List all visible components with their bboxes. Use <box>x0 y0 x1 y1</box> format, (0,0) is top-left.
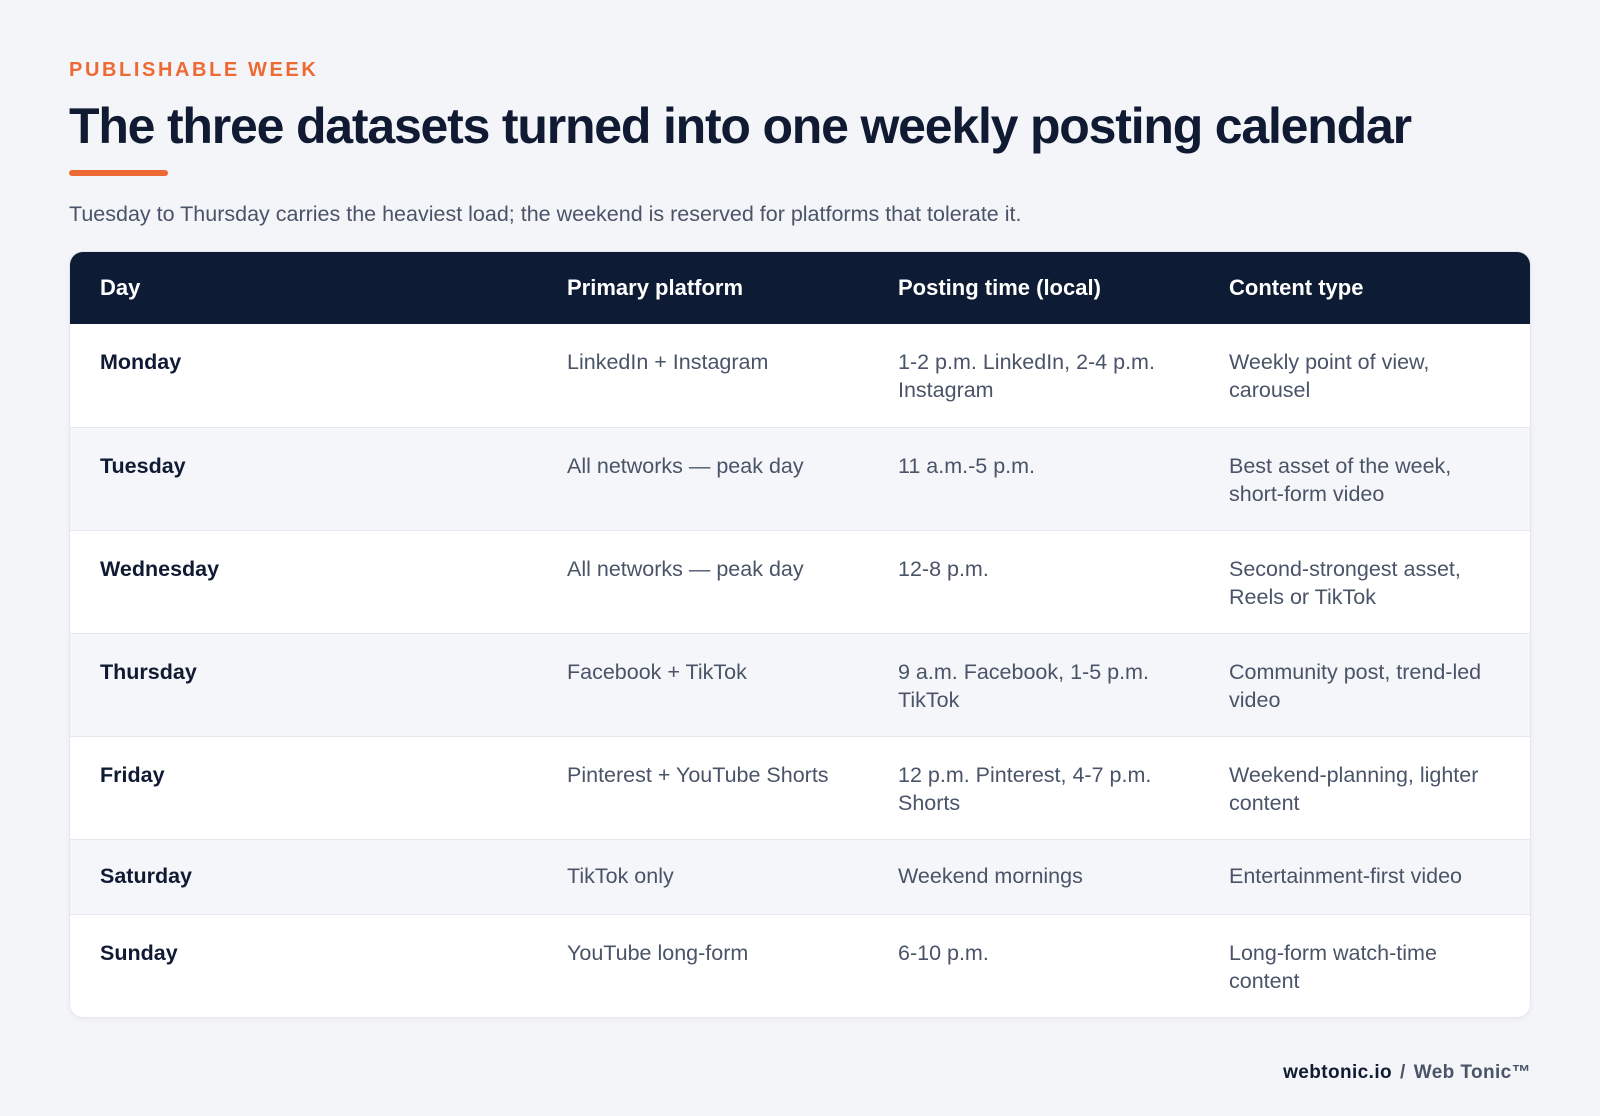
column-header-day: Day <box>100 275 141 300</box>
footer-site: webtonic.io <box>1283 1062 1393 1083</box>
table-body: Monday LinkedIn + Instagram 1-2 p.m. Lin… <box>70 324 1530 1017</box>
content-cell: Second-strongest asset, Reels or TikTok <box>1199 529 1530 633</box>
day-cell: Monday <box>100 350 182 374</box>
day-cell: Saturday <box>70 838 537 914</box>
table-row: Thursday Facebook + TikTok 9 a.m. Facebo… <box>70 632 1530 736</box>
time-cell: 12-8 p.m. <box>868 529 1199 633</box>
footer-brand: Web Tonic™ <box>1413 1062 1531 1083</box>
content-cell: Community post, trend-led video <box>1199 632 1530 736</box>
column-header-platform: Primary platform <box>567 275 744 300</box>
table-row: Saturday TikTok only Weekend mornings En… <box>70 838 1530 914</box>
column-header-time: Posting time (local) <box>898 275 1101 300</box>
day-cell: Friday <box>70 735 537 839</box>
accent-divider <box>69 170 168 176</box>
header-row: Day Primary platform Posting time (local… <box>70 252 1530 324</box>
page: PUBLISHABLE WEEK The three datasets turn… <box>69 58 1531 1018</box>
table-header: Day Primary platform Posting time (local… <box>70 252 1530 324</box>
day-cell: Thursday <box>70 632 537 736</box>
platform-cell: YouTube long-form <box>537 913 868 1017</box>
day-cell: Tuesday <box>70 426 537 530</box>
time-cell: 12 p.m. Pinterest, 4-7 p.m. Shorts <box>868 735 1199 839</box>
platform-cell: Pinterest + YouTube Shorts <box>537 735 868 839</box>
page-title: The three datasets turned into one weekl… <box>69 98 1412 154</box>
table-row: Wednesday All networks — peak day 12-8 p… <box>70 529 1530 633</box>
posting-calendar-table: Day Primary platform Posting time (local… <box>70 252 1530 1017</box>
column-header-content: Content type <box>1229 275 1364 300</box>
platform-cell: LinkedIn + Instagram <box>567 350 769 374</box>
eyebrow-label: PUBLISHABLE WEEK <box>69 59 319 81</box>
time-cell: 6-10 p.m. <box>868 913 1199 1017</box>
platform-cell: TikTok only <box>537 838 868 914</box>
time-cell: Weekend mornings <box>868 838 1199 914</box>
footer-separator: / <box>1400 1062 1406 1083</box>
content-cell: Weekend-planning, lighter content <box>1199 735 1530 839</box>
table-row: Tuesday All networks — peak day 11 a.m.-… <box>70 426 1530 530</box>
time-cell: 11 a.m.-5 p.m. <box>868 426 1199 530</box>
table-row: Sunday YouTube long-form 6-10 p.m. Long-… <box>70 913 1530 1017</box>
content-cell: Best asset of the week, short-form video <box>1199 426 1530 530</box>
platform-cell: Facebook + TikTok <box>537 632 868 736</box>
content-cell: Long-form watch-time content <box>1199 913 1530 1017</box>
footer-credit: webtonic.io / Web Tonic™ <box>1283 1062 1531 1084</box>
platform-cell: All networks — peak day <box>537 529 868 633</box>
table-row: Monday LinkedIn + Instagram 1-2 p.m. Lin… <box>70 324 1530 427</box>
time-cell: 1-2 p.m. LinkedIn, 2-4 p.m. Instagram <box>898 350 1155 402</box>
day-cell: Wednesday <box>70 529 537 633</box>
calendar-table-card: Day Primary platform Posting time (local… <box>69 251 1531 1018</box>
page-subtitle: Tuesday to Thursday carries the heaviest… <box>69 202 1022 226</box>
content-cell: Weekly point of view, carousel <box>1229 350 1430 402</box>
day-cell: Sunday <box>70 913 537 1017</box>
content-cell: Entertainment-first video <box>1199 838 1530 914</box>
time-cell: 9 a.m. Facebook, 1-5 p.m. TikTok <box>868 632 1199 736</box>
table-row: Friday Pinterest + YouTube Shorts 12 p.m… <box>70 735 1530 839</box>
platform-cell: All networks — peak day <box>537 426 868 530</box>
